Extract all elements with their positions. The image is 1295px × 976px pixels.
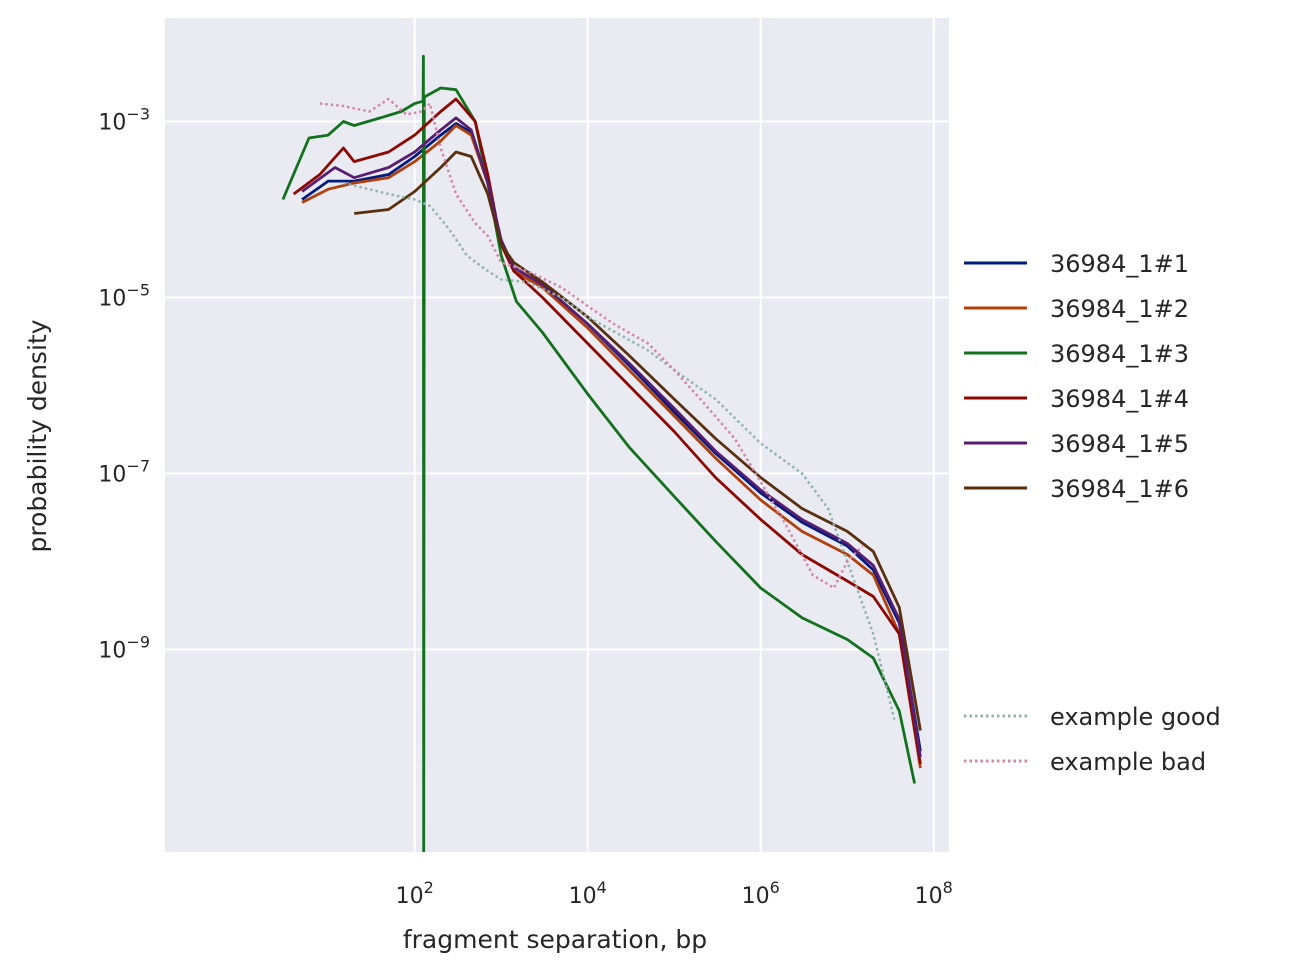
series-line-36984-1-5 <box>301 116 922 758</box>
x-axis-ticks: 102 104 106 108 <box>396 878 953 909</box>
plot-background <box>165 18 949 852</box>
plot-area <box>165 18 949 852</box>
legend-entry-label: example bad <box>1050 748 1206 776</box>
legend-entry-label: 36984_1#1 <box>1050 250 1189 278</box>
legend-entry-label: 36984_1#2 <box>1050 295 1189 323</box>
series-line-36984-1-6 <box>354 150 922 731</box>
y-tick-label: 10−7 <box>98 457 150 488</box>
y-axis-ticks: 10−3 10−5 10−7 10−9 <box>98 104 150 663</box>
x-tick-label: 106 <box>742 878 780 909</box>
x-tick-label: 104 <box>569 878 607 909</box>
series-lines <box>281 54 922 852</box>
series-line-36984-1-4 <box>292 97 922 765</box>
legend: 36984_1#1 36984_1#2 36984_1#3 36984_1#4 3698… <box>964 250 1221 776</box>
x-tick-label: 102 <box>396 878 434 909</box>
series-line-36984-1-2 <box>301 124 922 769</box>
x-tick-label: 108 <box>915 878 953 909</box>
y-tick-label: 10−5 <box>98 281 150 312</box>
x-axis-label: fragment separation, bp <box>403 925 707 954</box>
legend-entry-label: 36984_1#6 <box>1050 475 1189 503</box>
series-line-example-good <box>343 181 896 720</box>
legend-entry-label: 36984_1#4 <box>1050 385 1189 413</box>
y-tick-label: 10−3 <box>98 104 150 135</box>
series-line-example-bad <box>319 97 864 590</box>
y-tick-label: 10−9 <box>98 633 150 664</box>
legend-entry-label: example good <box>1050 703 1221 731</box>
y-axis-label: probability density <box>23 319 52 552</box>
legend-entry-label: 36984_1#5 <box>1050 430 1189 458</box>
legend-entry-label: 36984_1#3 <box>1050 340 1189 368</box>
